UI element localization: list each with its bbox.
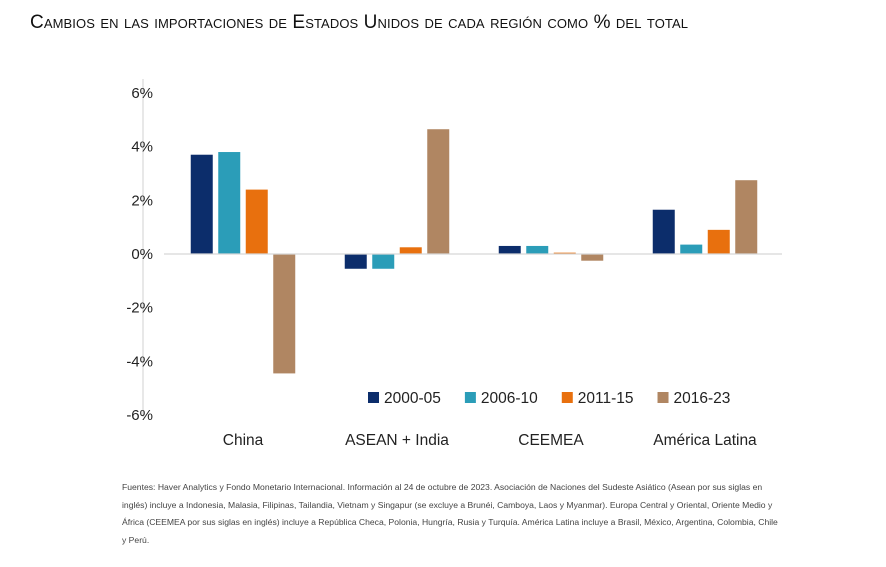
bar (652, 209, 675, 254)
bar (190, 154, 213, 254)
chart-title: Cambios en las importaciones de Estados … (30, 12, 689, 33)
bar (273, 254, 296, 374)
source-note: Fuentes: Haver Analytics y Fondo Monetar… (122, 482, 778, 545)
legend-swatch (561, 392, 573, 403)
category-label: América Latina (653, 432, 757, 449)
bar-chart: 6% 4% 2% 0% -2% -4% -6% China ASEAN + India CEEM… (126, 79, 782, 449)
y-axis: 6% 4% 2% 0% -2% -4% -6% (126, 79, 153, 424)
legend-swatch (464, 392, 476, 403)
legend-swatch (657, 392, 669, 403)
category-labels: China ASEAN + India CEEMEA América Latina (223, 432, 757, 449)
bar (553, 252, 576, 254)
legend-label: 2000-05 (384, 390, 441, 407)
bar (372, 254, 395, 269)
y-tick-label: -2% (126, 300, 153, 317)
legend: 2000-05 2006-10 2011-15 2016-23 (368, 390, 730, 407)
legend-label: 2011-15 (578, 390, 634, 407)
bar (735, 180, 758, 254)
bar (218, 152, 241, 254)
bar (526, 245, 549, 254)
bars (190, 129, 758, 374)
category-label: China (223, 432, 264, 449)
bar (427, 129, 450, 254)
category-label: ASEAN + India (345, 432, 449, 449)
bar (707, 229, 730, 254)
legend-label: 2016-23 (674, 390, 731, 407)
legend-swatch (368, 392, 379, 403)
y-tick-label: 0% (131, 246, 153, 263)
bar (581, 254, 604, 261)
category-label: CEEMEA (518, 432, 584, 449)
bar (498, 245, 521, 254)
y-tick-label: 2% (131, 192, 153, 209)
y-tick-label: 4% (131, 139, 153, 156)
bar (399, 247, 422, 254)
bar (344, 254, 367, 269)
bar (245, 189, 268, 254)
y-tick-label: 6% (131, 85, 153, 102)
legend-label: 2006-10 (481, 390, 538, 407)
y-tick-label: -4% (126, 353, 153, 370)
y-tick-label: -6% (126, 407, 153, 424)
bar (680, 244, 703, 254)
